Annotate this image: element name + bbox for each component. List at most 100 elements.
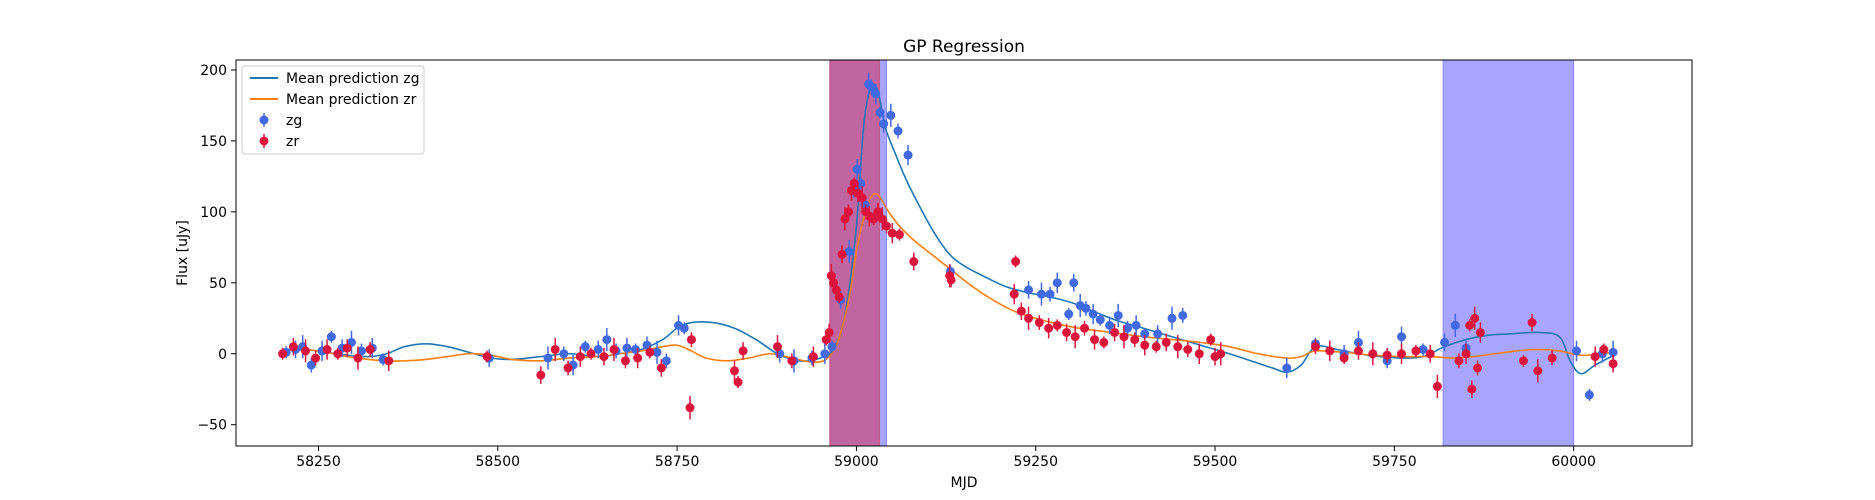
point-zg [622, 343, 632, 353]
point-zg [1052, 278, 1062, 288]
point-zr [1151, 342, 1161, 352]
point-zr [1052, 320, 1062, 330]
point-zr [384, 356, 394, 366]
point-zr [353, 353, 363, 363]
point-zr [1382, 350, 1392, 360]
point-zr [1206, 335, 1216, 345]
point-zg [559, 349, 569, 359]
x-tick-label: 59250 [1013, 454, 1058, 470]
y-tick-label: 0 [218, 347, 227, 363]
point-zg [306, 360, 316, 370]
legend-label-zr: zr [286, 134, 299, 150]
x-tick-label: 58750 [655, 454, 700, 470]
point-zr [1016, 306, 1026, 316]
point-zg [1045, 289, 1055, 299]
point-zr [729, 366, 739, 376]
point-zg [1450, 320, 1460, 330]
point-zr [1099, 337, 1109, 347]
point-zr [1475, 327, 1485, 337]
point-zg [903, 150, 913, 160]
point-zg [1572, 346, 1582, 356]
point-zg [1397, 332, 1407, 342]
y-tick-label: 150 [200, 134, 227, 150]
point-zr [1140, 340, 1150, 350]
y-tick-label: 100 [200, 205, 227, 221]
point-zr [1011, 257, 1021, 267]
point-zg [661, 356, 671, 366]
y-axis-label: Flux [uJy] [175, 220, 191, 286]
point-zg [326, 332, 336, 342]
x-tick-label: 59000 [834, 454, 879, 470]
data-points [278, 72, 1618, 420]
point-zr [773, 342, 783, 352]
point-zr [586, 349, 596, 359]
point-zr [1518, 356, 1528, 366]
point-zr [575, 352, 585, 362]
plot-frame [235, 59, 1693, 447]
point-zg [1088, 309, 1098, 319]
x-tick-label: 60000 [1551, 454, 1596, 470]
point-zr [1527, 318, 1537, 328]
point-zr [873, 207, 883, 217]
point-zr [849, 178, 859, 188]
point-zr [840, 214, 850, 224]
point-zr [1024, 313, 1034, 323]
x-axis-label: MJD [951, 475, 978, 491]
point-zg [871, 89, 881, 99]
series-line-0 [282, 83, 1618, 375]
x-tick-label: 59750 [1372, 454, 1417, 470]
point-zr [1590, 352, 1600, 362]
point-zg [1123, 323, 1133, 333]
point-zr [333, 349, 343, 359]
point-zr [1368, 349, 1378, 359]
point-zr [1608, 359, 1618, 369]
point-zr [824, 327, 834, 337]
point-zg [1131, 320, 1141, 330]
x-axis-ticks: 58250 58500 58750 59000 59250 59500 59750 60000 [296, 446, 1596, 470]
point-zr [1465, 320, 1475, 330]
point-zr [301, 346, 311, 356]
point-zg [631, 345, 641, 354]
point-zr [1070, 332, 1080, 342]
point-zr [834, 292, 844, 302]
point-zr [1216, 349, 1226, 359]
point-zr [877, 214, 887, 224]
point-zr [894, 230, 904, 240]
point-zg [652, 347, 662, 357]
point-zg [1178, 310, 1188, 320]
point-zg [1282, 363, 1292, 373]
point-zg [1167, 313, 1177, 323]
point-zr [609, 345, 619, 354]
point-zg [679, 323, 689, 333]
point-zr [1090, 335, 1100, 345]
point-zg [593, 345, 603, 354]
point-zr [1110, 327, 1120, 337]
point-zg [1069, 278, 1079, 288]
x-tick-label: 58500 [476, 454, 521, 470]
point-zg [1105, 320, 1115, 330]
point-zr [1194, 349, 1204, 359]
point-zg [879, 119, 889, 129]
legend-marker-zg [259, 115, 269, 125]
point-zr [1009, 289, 1019, 299]
point-zg [893, 126, 903, 136]
point-zr [322, 345, 332, 354]
point-zg [852, 164, 862, 174]
point-zg [580, 342, 590, 352]
point-zr [1432, 381, 1442, 391]
point-zr [278, 349, 288, 359]
chart-title: GP Regression [903, 37, 1025, 57]
point-zg [1608, 347, 1618, 357]
legend-label-mean-zg: Mean prediction zg [286, 71, 420, 87]
point-zr [1353, 346, 1363, 356]
point-zg [820, 349, 830, 359]
point-zr [1547, 353, 1557, 363]
shaded-region-2 [1442, 60, 1575, 446]
point-zg [1064, 309, 1074, 319]
legend-label-mean-zr: Mean prediction zr [286, 92, 417, 108]
point-zr [686, 335, 696, 345]
point-zr [1454, 356, 1464, 366]
point-zr [1119, 332, 1129, 342]
point-zr [1183, 345, 1193, 354]
